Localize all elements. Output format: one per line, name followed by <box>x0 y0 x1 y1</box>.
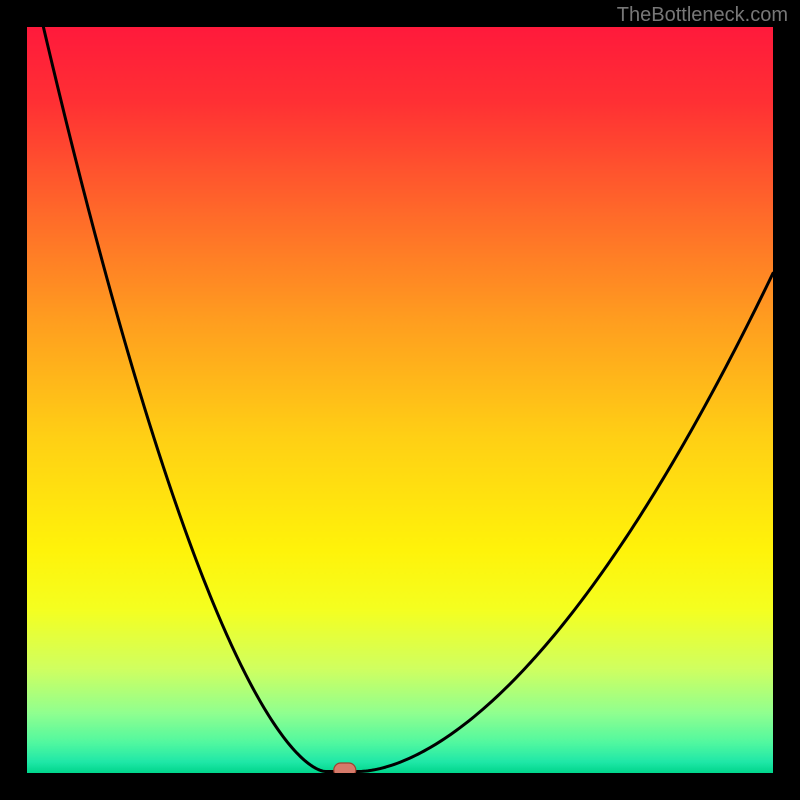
watermark-text: TheBottleneck.com <box>617 4 788 27</box>
curve-path <box>43 27 773 772</box>
bottleneck-curve <box>27 27 773 773</box>
trough-marker <box>334 763 356 773</box>
plot-area <box>27 27 773 773</box>
